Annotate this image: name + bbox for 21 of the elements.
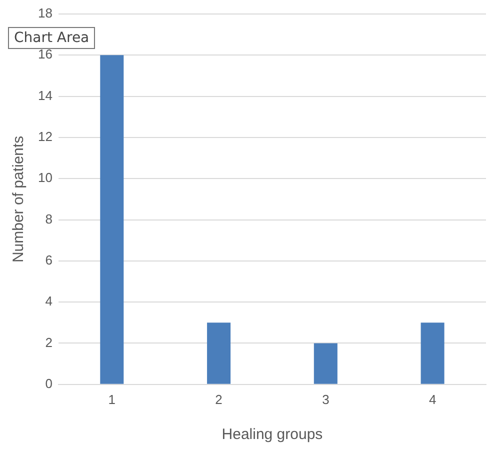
bar [420, 322, 444, 384]
bar [314, 343, 338, 384]
y-tick-label: 0 [45, 376, 52, 391]
annotation: Chart Area [14, 30, 90, 46]
y-tick-label: 16 [38, 46, 52, 62]
y-tick-label: 10 [38, 170, 52, 186]
y-tick-label: 18 [38, 6, 52, 21]
bar [207, 322, 231, 384]
y-tick-label: 2 [45, 334, 52, 350]
y-tick-label: 8 [45, 211, 52, 226]
y-tick-label: 4 [45, 294, 52, 309]
x-tick-label: 4 [428, 392, 436, 407]
x-tick-label: 2 [215, 392, 222, 407]
x-tick-label: 1 [108, 392, 116, 407]
bar [100, 55, 124, 384]
x-tick-label: 3 [322, 392, 330, 407]
y-tick-label: 12 [38, 129, 52, 144]
x-axis-title: Healing groups [222, 426, 323, 444]
y-tick-label: 6 [45, 252, 52, 268]
y-axis-title: Number of patients [10, 136, 28, 263]
y-tick-label: 14 [38, 88, 52, 103]
